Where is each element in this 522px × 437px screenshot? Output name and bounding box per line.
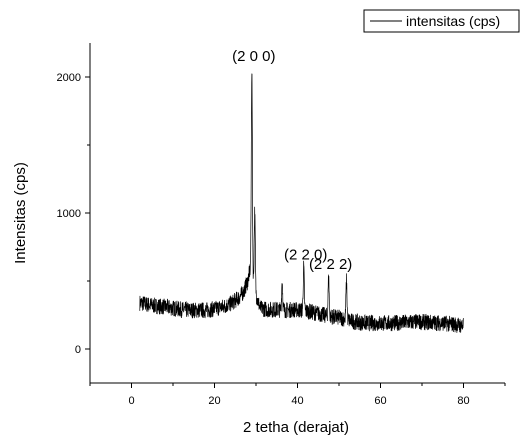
y-tick-label: 0 <box>75 344 81 356</box>
y-axis-label: Intensitas (cps) <box>12 162 29 264</box>
x-tick-label: 60 <box>374 395 386 407</box>
x-tick-label: 0 <box>128 395 134 407</box>
y-tick-label: 2000 <box>57 72 81 84</box>
axes: 0 20 40 60 80 0 1000 2000 <box>57 43 506 407</box>
x-tick-label: 80 <box>457 395 469 407</box>
peak-annotations: (2 0 0) (2 2 0)(2 2 2) <box>232 48 352 273</box>
legend: intensitas (cps) <box>363 9 520 33</box>
x-tick-label: 40 <box>291 395 303 407</box>
y-tick-label: 1000 <box>57 208 81 220</box>
series-line-intensitas <box>139 73 464 333</box>
peak-label: (2 0 0) <box>232 48 275 65</box>
x-tick-label: 20 <box>208 395 220 407</box>
series-group <box>139 73 464 333</box>
x-axis-label: 2 tetha (derajat) <box>243 419 349 436</box>
legend-box <box>363 9 520 33</box>
legend-label: intensitas (cps) <box>406 13 500 29</box>
peak-label: (2 2 2) <box>309 256 352 273</box>
axis-labels: 2 tetha (derajat) Intensitas (cps) <box>12 162 349 436</box>
peak-label: (2 2 0) <box>284 246 327 263</box>
